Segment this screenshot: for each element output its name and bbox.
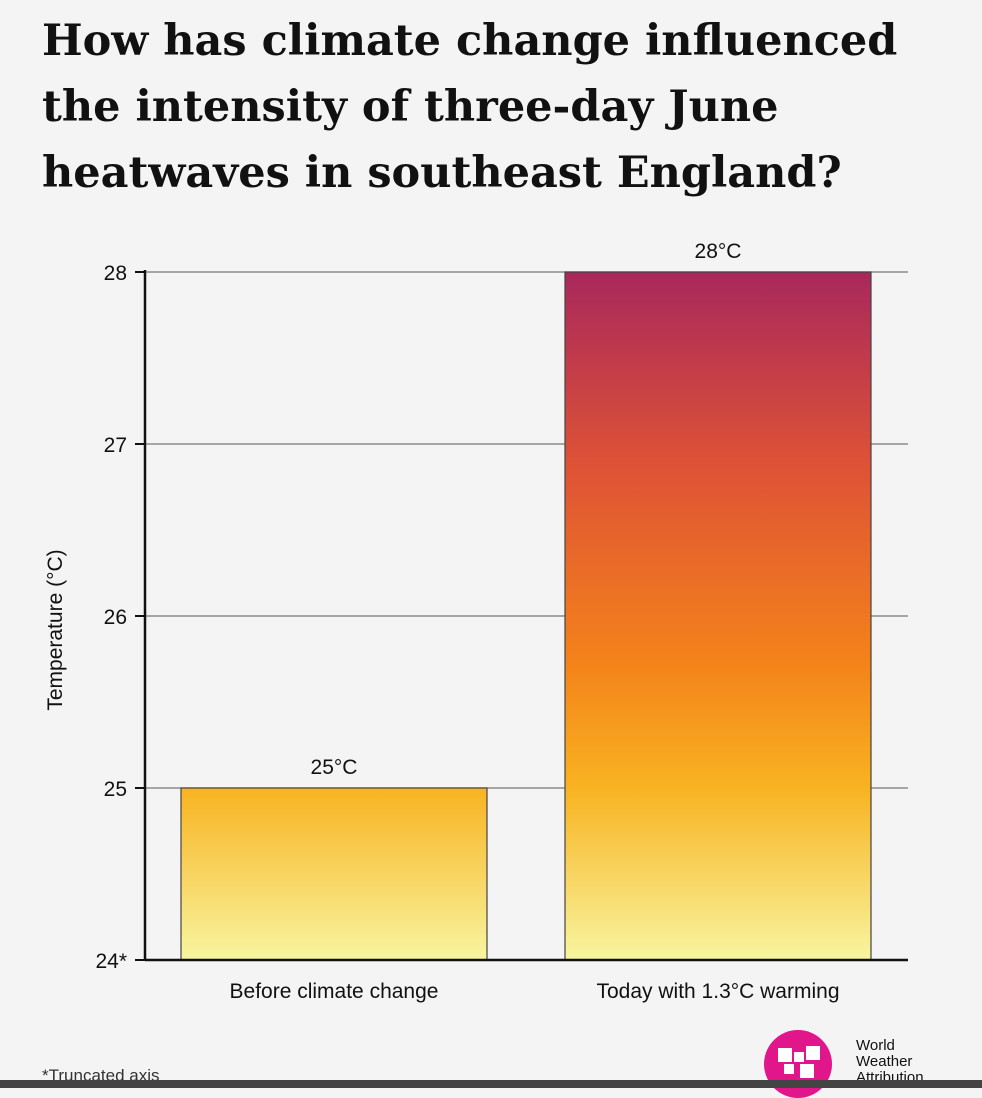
y-tick-label: 25 bbox=[104, 778, 127, 801]
y-tick-label: 26 bbox=[104, 606, 127, 629]
logo-text: World Weather Attribution bbox=[856, 1038, 924, 1086]
y-tick-label: 28 bbox=[104, 262, 127, 285]
logo-line-2: Weather bbox=[856, 1053, 913, 1070]
y-axis-title: Temperature (°C) bbox=[44, 549, 67, 710]
bar-chart: 24* 25 26 27 28 Temperature (°C) 25°C Before c… bbox=[44, 240, 908, 1003]
logo-line-1: World bbox=[856, 1037, 895, 1054]
bottom-bar bbox=[0, 1080, 982, 1088]
bar-data-label: 25°C bbox=[311, 756, 358, 779]
y-tick-label: 27 bbox=[104, 434, 127, 457]
bar bbox=[180, 787, 488, 961]
chart-title: How has climate change influenced the in… bbox=[42, 16, 898, 198]
x-category-label: Today with 1.3°C warming bbox=[597, 980, 840, 1003]
bar bbox=[564, 271, 872, 961]
y-tick-label: 24* bbox=[95, 950, 127, 973]
x-category-label: Before climate change bbox=[230, 980, 439, 1003]
bar-data-label: 28°C bbox=[695, 240, 742, 263]
